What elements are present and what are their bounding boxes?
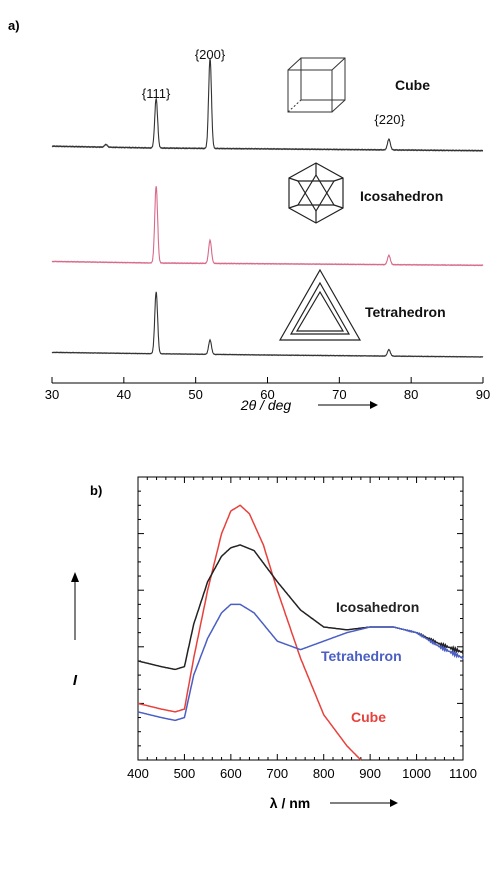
x-tick-label-b: 900 [359, 766, 381, 781]
panel-a-label: a) [8, 18, 20, 33]
peak-label: {200} [195, 47, 226, 62]
x-tick-label-a: 80 [404, 387, 418, 402]
y-axis-arrow-b [71, 572, 79, 640]
x-tick-label-a: 50 [188, 387, 202, 402]
x-tick-label-b: 700 [266, 766, 288, 781]
series-line-tetrahedron [51, 291, 484, 358]
series-group-b [137, 504, 464, 761]
peak-label: {220} [374, 112, 405, 127]
x-tick-label-b: 500 [174, 766, 196, 781]
x-ticks-b: 400 500 600 700 800 900 1000 1100 [127, 477, 477, 781]
series-group-a [51, 58, 484, 358]
x-tick-label-a: 70 [332, 387, 346, 402]
x-axis-arrow-b [330, 799, 398, 807]
panel-b-label: b) [90, 483, 102, 498]
peak-label: {111} [142, 86, 171, 101]
x-tick-label-b: 1100 [449, 766, 477, 781]
spectrum-line-cube [137, 504, 362, 761]
x-ticks-a: 30 40 50 60 70 80 90 [45, 377, 490, 402]
panel-b: b) 400 500 600 700 800 900 1000 1100 Icosahedro… [71, 476, 477, 811]
cube-icon [287, 57, 346, 113]
x-tick-label-a: 30 [45, 387, 59, 402]
x-tick-label-b: 800 [313, 766, 335, 781]
x-axis-label-a: 2θ / deg [240, 397, 292, 413]
tetrahedron-icon [278, 268, 362, 341]
series-line-icosahedron [51, 186, 484, 267]
x-tick-label-b: 1000 [402, 766, 431, 781]
series-label-icosahedron: Icosahedron [336, 599, 419, 615]
x-tick-label-a: 60 [260, 387, 274, 402]
series-line-cube [51, 58, 484, 152]
icosahedron-icon [288, 162, 344, 224]
peak-labels: {111} {200} {220} [142, 47, 406, 127]
series-name-icosahedron: Icosahedron [360, 188, 443, 204]
x-axis-arrow-a [318, 401, 378, 409]
x-tick-label-b: 600 [220, 766, 242, 781]
plot-frame-b [137, 476, 464, 761]
spectrum-line-tetrahedron [137, 603, 464, 722]
series-label-tetrahedron: Tetrahedron [321, 648, 402, 664]
x-tick-label-a: 90 [476, 387, 490, 402]
x-tick-label-a: 40 [117, 387, 131, 402]
x-axis-label-b: λ / nm [270, 795, 310, 811]
series-name-cube: Cube [395, 77, 430, 93]
y-axis-label-b: I [73, 672, 78, 689]
x-tick-label-b: 400 [127, 766, 149, 781]
series-name-tetrahedron: Tetrahedron [365, 304, 446, 320]
panel-a: a) 30 40 50 60 70 80 90 {111} {200} {220} Cube Ic… [8, 18, 490, 413]
series-names-b: Icosahedron Tetrahedron Cube [321, 599, 419, 725]
series-label-cube: Cube [351, 709, 386, 725]
series-names-a: Cube Icosahedron Tetrahedron [360, 77, 446, 320]
